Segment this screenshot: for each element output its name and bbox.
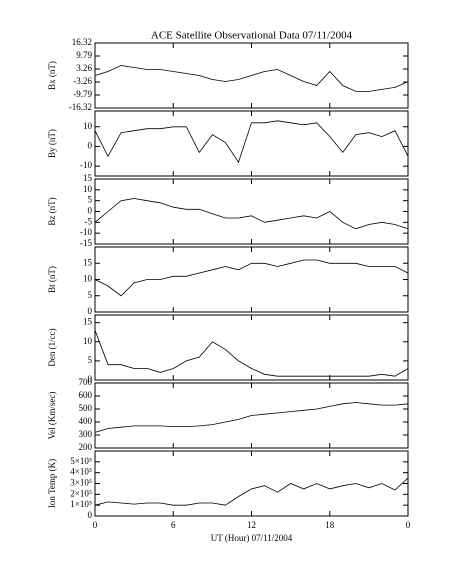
y-tick-label: 600 bbox=[79, 390, 93, 400]
y-tick-label: 3.26 bbox=[76, 63, 92, 73]
y-tick-label: 0 bbox=[88, 141, 93, 151]
y-axis-label: Bz (nT) bbox=[47, 197, 57, 225]
data-line bbox=[94, 65, 409, 92]
y-tick-label: 4×10⁵ bbox=[70, 467, 92, 477]
data-line bbox=[94, 198, 409, 230]
data-line bbox=[94, 120, 409, 164]
y-tick-label: -3.26 bbox=[73, 76, 92, 86]
y-tick-label: -15 bbox=[80, 238, 92, 248]
data-line bbox=[94, 402, 409, 433]
y-tick-label: 5 bbox=[88, 355, 93, 365]
y-axis-label: Vel (Km/sec) bbox=[47, 392, 57, 440]
y-axis-label: Den (1/cc) bbox=[47, 328, 57, 366]
panel-frame bbox=[94, 450, 409, 517]
y-tick-label: 5×10⁵ bbox=[70, 456, 92, 466]
x-tick-label: 0 bbox=[406, 520, 411, 530]
panel-frame bbox=[94, 178, 409, 245]
panel-frame bbox=[94, 110, 409, 177]
y-tick-label: -10 bbox=[80, 227, 92, 237]
y-tick-label: 10 bbox=[83, 121, 93, 131]
chart-title: ACE Satellite Observational Data 07/11/2… bbox=[151, 30, 353, 42]
y-tick-label: 16.32 bbox=[72, 37, 92, 47]
y-tick-label: 0 bbox=[88, 206, 93, 216]
y-tick-label: 10 bbox=[83, 274, 93, 284]
y-tick-label: 300 bbox=[79, 429, 93, 439]
x-axis-label: UT (Hour) 07/11/2004 bbox=[211, 533, 293, 543]
y-axis-label: By (nT) bbox=[47, 129, 57, 158]
y-tick-label: 700 bbox=[79, 377, 93, 387]
y-tick-label: 15 bbox=[83, 257, 93, 267]
y-axis-label: Ion Temp (K) bbox=[47, 459, 57, 508]
data-line bbox=[94, 330, 409, 377]
y-tick-label: 400 bbox=[79, 416, 93, 426]
x-tick-label: 0 bbox=[93, 520, 98, 530]
panel-frame bbox=[94, 246, 409, 313]
y-axis-label: Bx (nT) bbox=[47, 61, 57, 90]
y-tick-label: 10 bbox=[83, 184, 93, 194]
y-tick-label: 0 bbox=[88, 306, 93, 316]
y-tick-label: 15 bbox=[83, 317, 93, 327]
y-tick-label: -16.32 bbox=[69, 102, 92, 112]
panel-frame bbox=[94, 314, 409, 381]
y-tick-label: 15 bbox=[83, 173, 93, 183]
y-tick-label: 0 bbox=[88, 510, 93, 520]
y-tick-label: -10 bbox=[80, 160, 92, 170]
x-tick-label: 6 bbox=[171, 520, 176, 530]
y-tick-label: 5 bbox=[88, 195, 93, 205]
x-tick-label: 18 bbox=[325, 520, 335, 530]
y-tick-label: 0 bbox=[88, 374, 93, 384]
y-tick-label: 5 bbox=[88, 290, 93, 300]
y-tick-label: 3×10⁵ bbox=[70, 478, 92, 488]
y-tick-label: 1×10⁵ bbox=[70, 499, 92, 509]
y-tick-label: 2×10⁵ bbox=[70, 488, 92, 498]
y-tick-label: 500 bbox=[79, 403, 93, 413]
y-tick-label: -5 bbox=[85, 216, 93, 226]
x-tick-label: 12 bbox=[247, 520, 256, 530]
data-line bbox=[94, 259, 409, 297]
data-line bbox=[94, 477, 409, 506]
y-tick-label: 10 bbox=[83, 336, 93, 346]
y-tick-label: 200 bbox=[79, 442, 93, 452]
y-axis-label: Bt (nT) bbox=[47, 266, 57, 293]
y-tick-label: -9.79 bbox=[73, 89, 92, 99]
y-tick-label: 9.79 bbox=[76, 50, 92, 60]
